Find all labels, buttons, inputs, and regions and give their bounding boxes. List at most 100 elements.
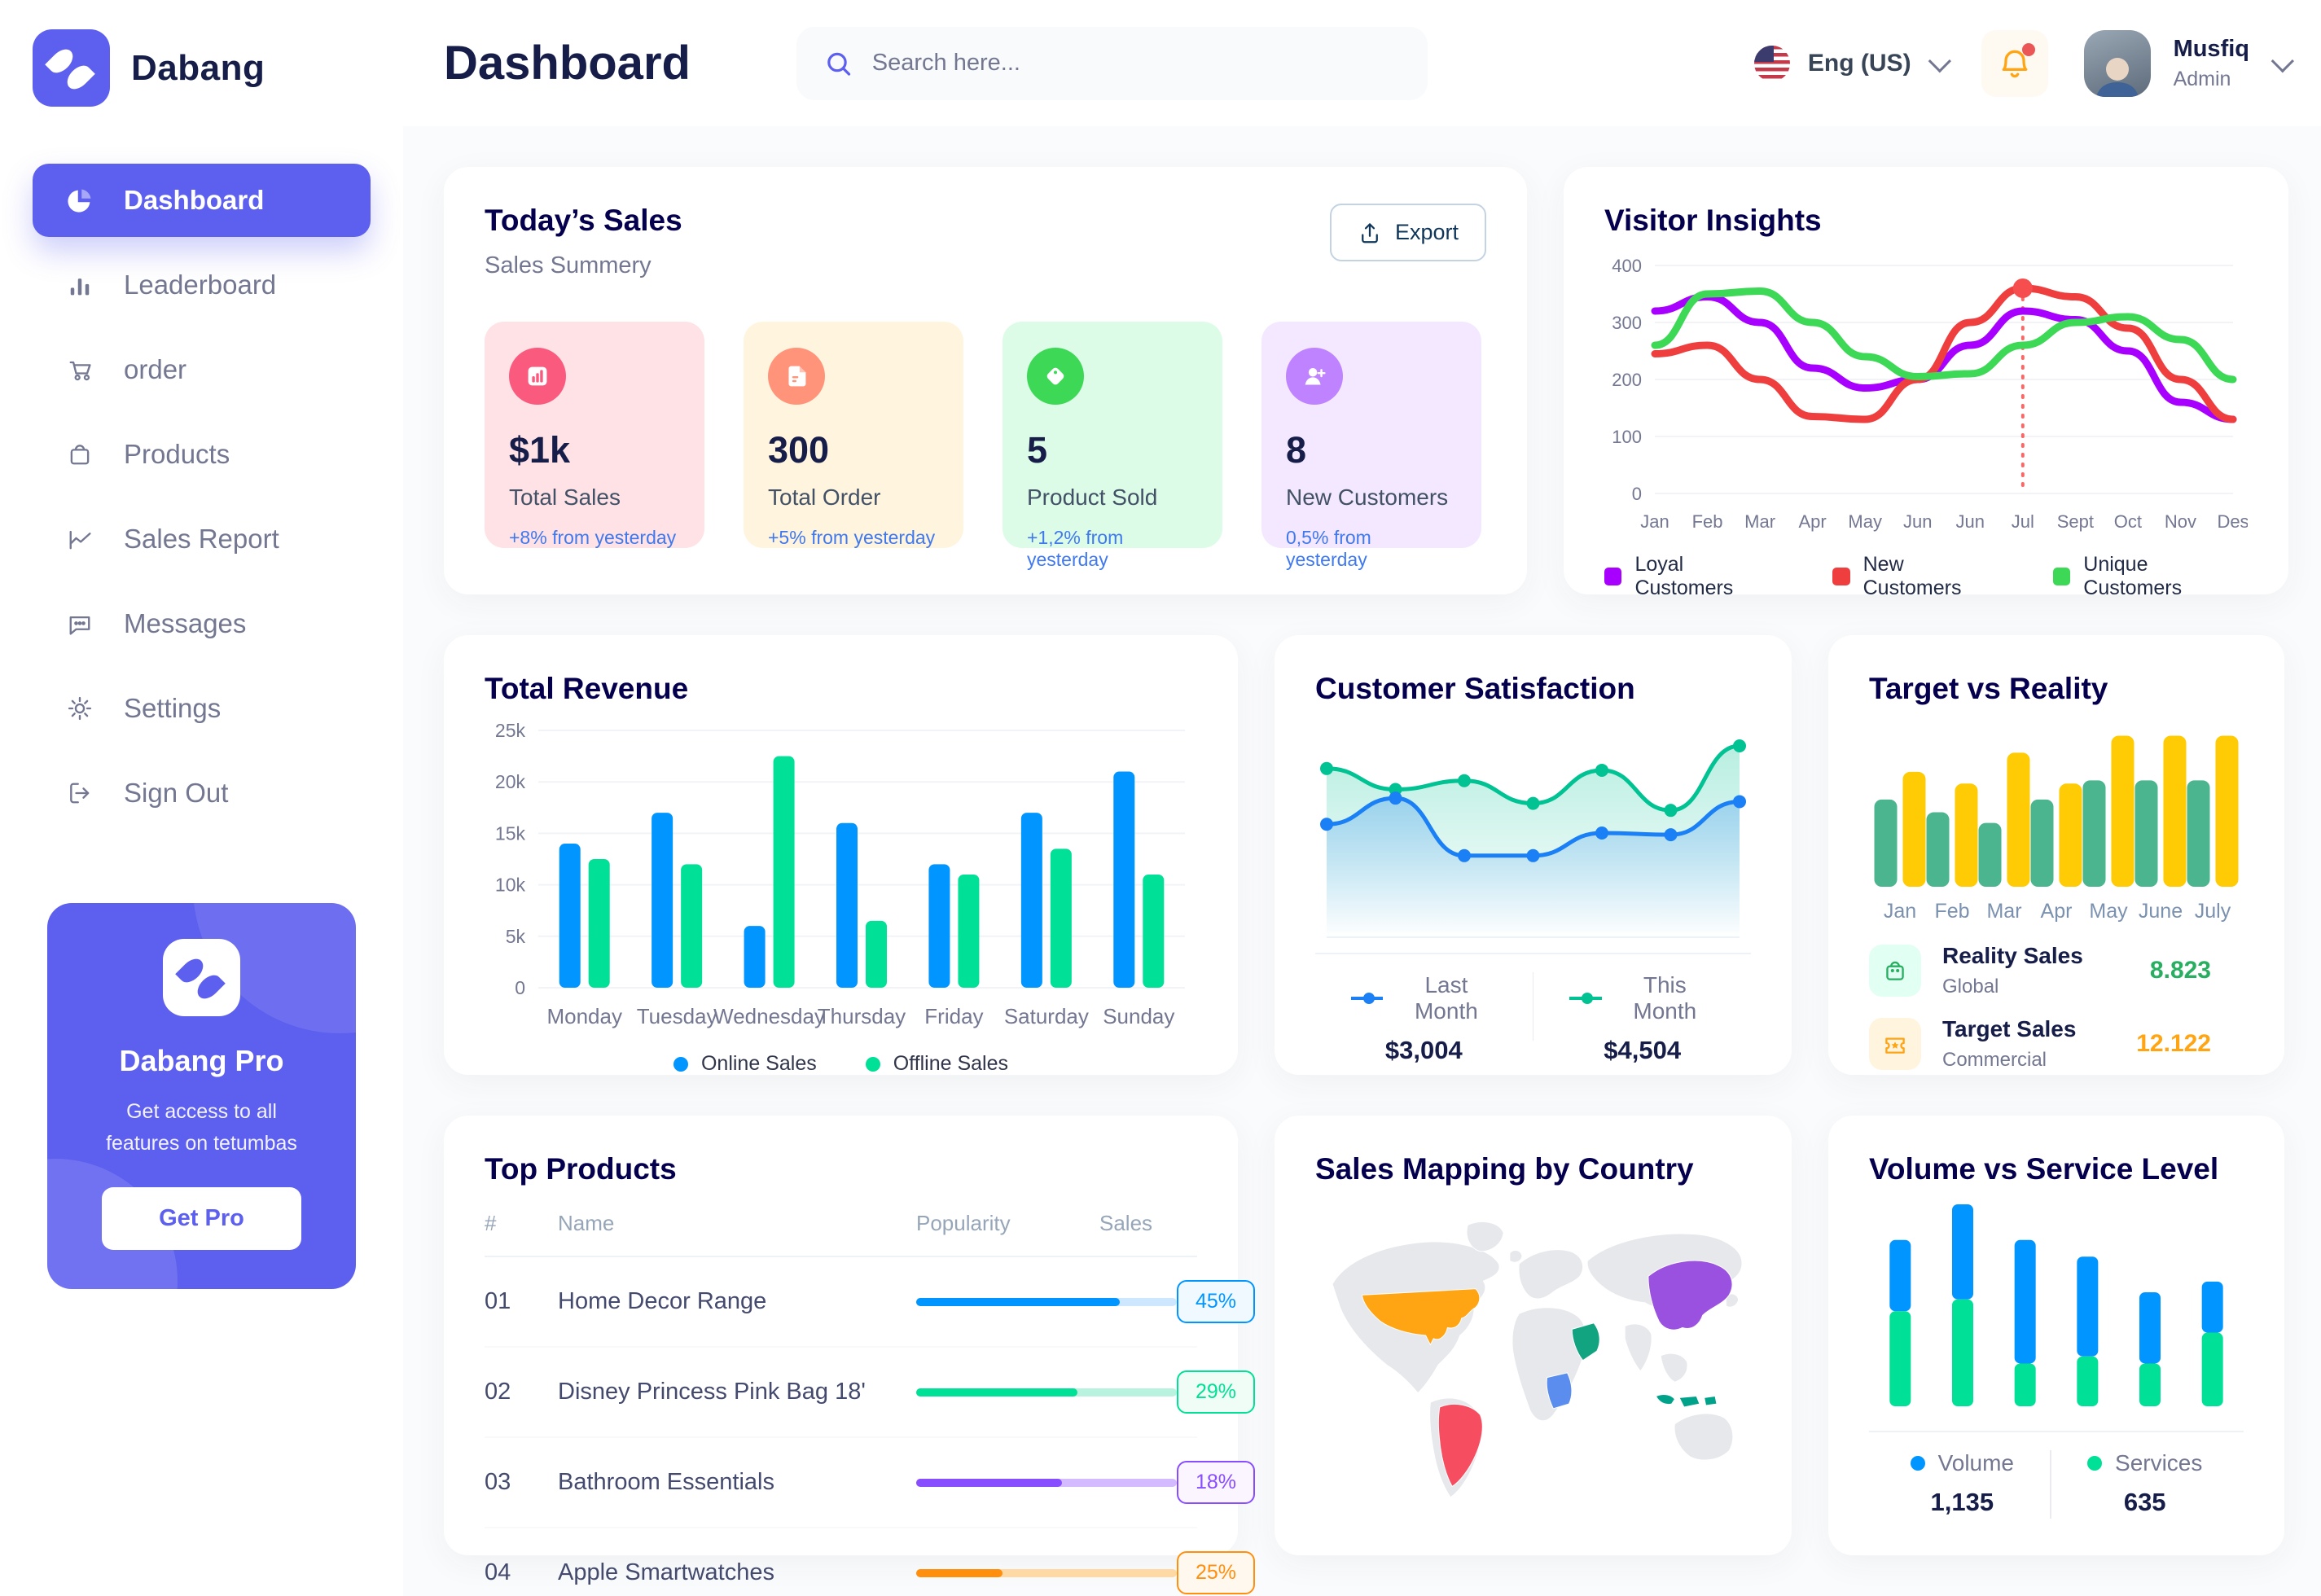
sales-mapping-title: Sales Mapping by Country (1315, 1152, 1694, 1186)
svg-text:25k: 25k (495, 720, 526, 741)
legend-total: 635 (2123, 1488, 2166, 1516)
sidebar-item-sign-out[interactable]: Sign Out (33, 756, 371, 830)
svg-text:Feb: Feb (1692, 511, 1723, 532)
stat-card-new-customers: 8 New Customers 0,5% from yesterday (1261, 322, 1481, 570)
stat-value: $1k (509, 429, 571, 471)
svg-text:100: 100 (1612, 427, 1642, 447)
bell-icon (2002, 50, 2027, 77)
legend-label-row: Services (2087, 1450, 2202, 1476)
dashboard-icon (65, 186, 94, 215)
legend-swatch (1604, 568, 1622, 585)
sidebar-item-settings[interactable]: Settings (33, 672, 371, 745)
customer-satisfaction-card: Customer Satisfaction Last Month $3,004 Th… (1275, 635, 1792, 1075)
popularity-fill (916, 1297, 1120, 1306)
svg-text:Jun: Jun (1956, 511, 1985, 532)
sidebar: Dabang Dashboard Leaderboard order Products… (0, 0, 403, 1596)
region-uk (1509, 1249, 1523, 1263)
file-icon (768, 348, 825, 405)
legend-name: Target Sales (1942, 1016, 2077, 1041)
product-num: 01 (485, 1288, 511, 1314)
avatar-placeholder-icon (2095, 57, 2139, 97)
sales-badge: 29% (1177, 1370, 1255, 1414)
stat-delta: 0,5% from yesterday (1286, 527, 1371, 570)
sidebar-item-label: Leaderboard (124, 270, 277, 300)
todays-sales-title: Today’s Sales (485, 204, 682, 237)
product-name: Apple Smartwatches (558, 1559, 774, 1585)
customer-satisfaction-title: Customer Satisfaction (1315, 672, 1635, 705)
stat-label: Total Sales (509, 484, 621, 510)
volume-service-card: Volume vs Service Level Volume 1,135 Servi… (1828, 1116, 2284, 1555)
svg-text:0: 0 (515, 977, 525, 998)
get-pro-button[interactable]: Get Pro (102, 1186, 301, 1250)
profile-menu[interactable]: Musfiq Admin (2083, 29, 2294, 97)
sidebar-item-products[interactable]: Products (33, 418, 371, 491)
svg-text:200: 200 (1612, 370, 1642, 390)
sidebar-item-sales-report[interactable]: Sales Report (33, 502, 371, 576)
product-name: Home Decor Range (558, 1288, 767, 1314)
legend-swatch (1910, 1456, 1925, 1471)
country-china (1648, 1260, 1733, 1331)
header: Dashboard Eng (US) (403, 0, 2321, 126)
table-row: 03 Bathroom Essentials 18% (485, 1438, 1255, 1528)
product-num: 02 (485, 1379, 511, 1405)
svg-text:Jul: Jul (2012, 511, 2034, 532)
export-button[interactable]: Export (1329, 204, 1486, 261)
legend-swatch (865, 1056, 880, 1072)
svg-text:400: 400 (1612, 256, 1642, 276)
sidebar-item-dashboard[interactable]: Dashboard (33, 164, 371, 237)
stat-value: 300 (768, 429, 830, 471)
legend-last-month: Last Month $3,004 (1315, 972, 1533, 1065)
legend-label-row: Volume (1910, 1450, 2014, 1476)
continent-africa (1512, 1307, 1587, 1422)
legend-total: 1,135 (1930, 1488, 1994, 1516)
total-revenue-legend: Online Sales Offline Sales (485, 1052, 1197, 1076)
us-flag-icon (1753, 45, 1790, 81)
sidebar-item-messages[interactable]: Messages (33, 587, 371, 660)
search-box (796, 26, 1428, 100)
stat-delta: +8% from yesterday (509, 527, 677, 548)
language-label: Eng (US) (1807, 49, 1911, 77)
svg-text:July: July (2195, 900, 2231, 923)
legend-loyal-customers: Loyal Customers (1604, 553, 1784, 600)
table-row: 01 Home Decor Range 45% (485, 1257, 1255, 1348)
svg-text:Jan: Jan (1640, 511, 1669, 532)
popularity-fill (916, 1568, 1003, 1577)
svg-text:Sept: Sept (2057, 511, 2094, 532)
world-map (1332, 1221, 1743, 1498)
svg-text:Mar: Mar (1744, 511, 1775, 532)
legend-total: $3,004 (1384, 1036, 1463, 1064)
sales-badge: 45% (1177, 1280, 1255, 1323)
sales-badge: 25% (1177, 1551, 1255, 1594)
svg-text:Tuesday: Tuesday (637, 1004, 717, 1028)
sidebar-item-order[interactable]: order (33, 333, 371, 406)
row-3: Top Products # Name Popularity Sales 01 Home … (444, 1116, 2288, 1594)
search-input[interactable] (871, 50, 1400, 77)
line-dot-icon (1569, 993, 1602, 1004)
language-selector[interactable]: Eng (US) (1753, 45, 1951, 81)
legend-name: Reality Sales (1942, 943, 2083, 968)
sales-badge: 18% (1177, 1461, 1255, 1504)
target-vs-reality-title: Target vs Reality (1869, 672, 2108, 705)
svg-text:Des: Des (2217, 511, 2248, 532)
svg-text:Oct: Oct (2114, 511, 2142, 532)
legend-sub: Commercial (1942, 1049, 2047, 1071)
svg-text:Monday: Monday (546, 1004, 622, 1028)
visitor-insights-chart: 0 100 200 300 400 Jan Feb Mar Apr May Jun Jun Jul Sep… (1612, 256, 2249, 532)
popularity-bar (916, 1388, 1177, 1396)
svg-text:Mar: Mar (1986, 900, 2021, 923)
customer-satisfaction-legend: Last Month $3,004 This Month $4,504 (1315, 972, 1751, 1065)
svg-text:May: May (2089, 900, 2128, 923)
brand-name: Dabang (131, 47, 265, 88)
sidebar-item-leaderboard[interactable]: Leaderboard (33, 248, 371, 322)
region-japan (1725, 1293, 1740, 1308)
legend-target-sales: Target Sales Commercial 12.122 (1869, 1016, 2244, 1072)
legend-services: Services 635 (2051, 1450, 2238, 1517)
notifications-button[interactable] (1981, 29, 2048, 97)
country-saudi-arabia (1571, 1322, 1600, 1361)
visitor-insights-legend: Loyal Customers New Customers Unique Custo… (1604, 553, 2248, 600)
chevron-down-icon (2271, 49, 2294, 72)
sidebar-item-label: Messages (124, 608, 247, 638)
ticket-icon (1869, 1018, 1921, 1070)
stat-card-total-order: 300 Total Order +5% from yesterday (744, 322, 963, 548)
visitor-insights-title: Visitor Insights (1604, 204, 1822, 237)
